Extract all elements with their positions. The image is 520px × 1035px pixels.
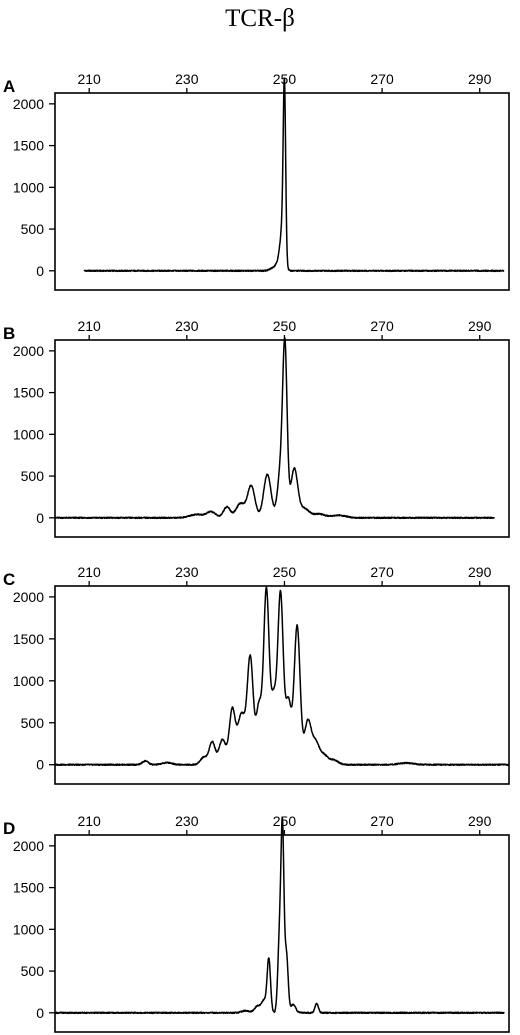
y-tick-label: 1500: [13, 138, 44, 154]
x-tick-label: 230: [175, 564, 199, 580]
y-tick-label: 2000: [13, 343, 44, 359]
signal-trace: [54, 816, 505, 1015]
x-tick-label: 270: [370, 564, 394, 580]
y-tick-label: 2000: [13, 96, 44, 112]
x-tick-label: 270: [370, 318, 394, 334]
x-tick-label: 210: [77, 318, 101, 334]
x-tick-label: 250: [273, 564, 297, 580]
x-tick-label: 270: [370, 71, 394, 87]
x-tick-label: 230: [175, 318, 199, 334]
x-tick-label: 230: [175, 71, 199, 87]
y-tick-label: 1000: [13, 673, 44, 689]
y-tick-label: 1500: [13, 385, 44, 401]
plot-frame: [54, 339, 510, 538]
y-tick-label: 1500: [13, 631, 44, 647]
x-tick-label: 290: [468, 71, 492, 87]
y-tick-label: 0: [36, 510, 44, 526]
x-tick-label: 290: [468, 564, 492, 580]
y-tick-label: 1000: [13, 179, 44, 195]
y-tick-label: 0: [36, 757, 44, 773]
plot-frame: [54, 92, 510, 291]
y-tick-label: 500: [21, 715, 45, 731]
y-tick-label: 500: [21, 221, 45, 237]
panel-letter: C: [3, 570, 15, 589]
signal-trace: [54, 586, 510, 767]
x-tick-label: 270: [370, 813, 394, 829]
x-tick-label: 250: [273, 813, 297, 829]
y-tick-label: 500: [21, 963, 45, 979]
panel-letter: B: [3, 324, 15, 343]
signal-trace: [83, 78, 505, 273]
figure-title: TCR-β: [225, 5, 295, 32]
y-tick-label: 1500: [13, 880, 44, 896]
plot-frame: [54, 834, 510, 1033]
x-tick-label: 290: [468, 813, 492, 829]
panel-letter: D: [3, 819, 15, 838]
y-tick-label: 0: [36, 263, 44, 279]
y-tick-label: 1000: [13, 426, 44, 442]
y-tick-label: 2000: [13, 589, 44, 605]
y-tick-label: 1000: [13, 921, 44, 937]
panel-b: B 210 230 250 270 290 0 500 1000 1500 2000: [3, 318, 510, 538]
signal-trace: [54, 337, 496, 520]
x-tick-label: 210: [77, 71, 101, 87]
y-tick-label: 0: [36, 1005, 44, 1021]
x-tick-label: 230: [175, 813, 199, 829]
panel-letter: A: [3, 77, 15, 96]
y-tick-label: 2000: [13, 838, 44, 854]
panel-d: D 210 230 250 270 290 0 500 1000 1500 2000: [3, 813, 510, 1033]
x-tick-label: 210: [77, 564, 101, 580]
x-tick-label: 250: [273, 318, 297, 334]
plot-frame: [54, 585, 510, 785]
panel-c: C 210 230 250 270 290 0 500 1000 1500 2000: [3, 564, 510, 785]
x-tick-label: 290: [468, 318, 492, 334]
x-tick-label: 210: [77, 813, 101, 829]
y-tick-label: 500: [21, 468, 45, 484]
